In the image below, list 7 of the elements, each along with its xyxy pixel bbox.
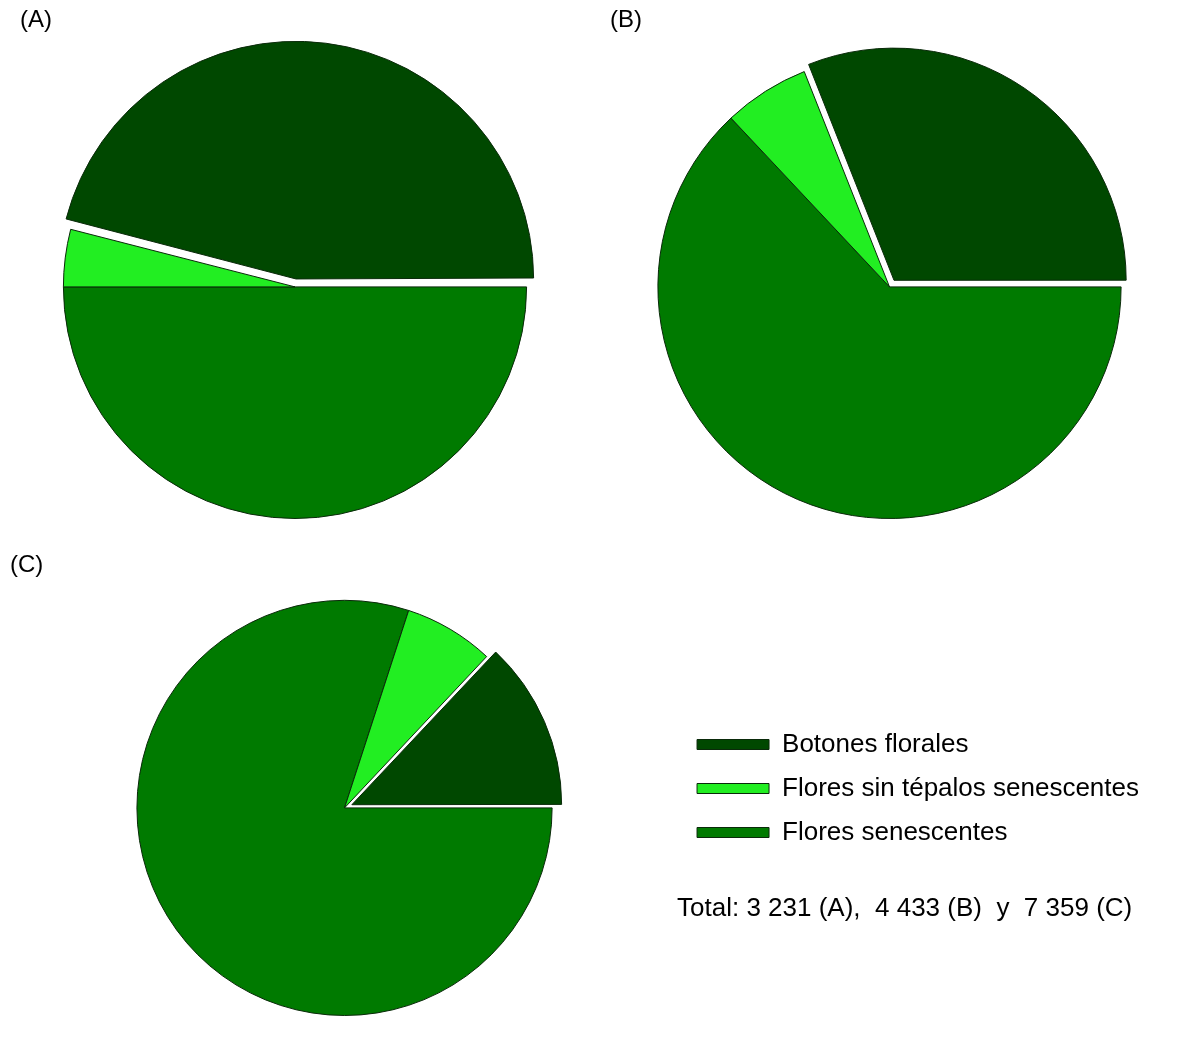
legend-label: Botones florales — [782, 727, 969, 758]
text: Total: 3 231 (A), 4 433 (B) y 7 359 (C) — [677, 891, 1133, 922]
chart-title: (C) — [10, 550, 44, 578]
legend-label: Flores senescentes — [782, 815, 1008, 846]
chart-title: (A) — [20, 5, 52, 33]
chart-title: (B) — [610, 5, 642, 33]
legend-label: Flores sin tépalos senescentes — [782, 771, 1139, 802]
